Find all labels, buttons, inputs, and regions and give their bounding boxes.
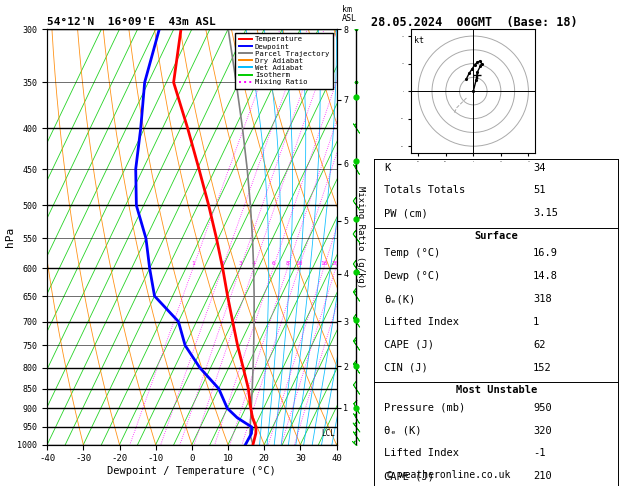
Text: 4: 4 — [252, 261, 255, 266]
Text: 6: 6 — [271, 261, 275, 266]
Text: 3: 3 — [238, 261, 242, 266]
Text: Pressure (mb): Pressure (mb) — [384, 403, 465, 413]
Text: Lifted Index: Lifted Index — [384, 449, 459, 458]
Text: θₑ (K): θₑ (K) — [384, 426, 421, 435]
Text: 3.15: 3.15 — [533, 208, 558, 218]
Y-axis label: hPa: hPa — [4, 227, 14, 247]
Text: 2: 2 — [220, 261, 224, 266]
Text: 62: 62 — [533, 340, 545, 350]
Y-axis label: Mixing Ratio (g/kg): Mixing Ratio (g/kg) — [356, 186, 365, 288]
Text: LCL: LCL — [321, 429, 335, 438]
Text: Dewp (°C): Dewp (°C) — [384, 271, 440, 281]
Text: Totals Totals: Totals Totals — [384, 185, 465, 195]
Text: km
ASL: km ASL — [342, 5, 357, 23]
Text: 1: 1 — [533, 317, 539, 327]
Text: PW (cm): PW (cm) — [384, 208, 428, 218]
Text: 152: 152 — [533, 363, 552, 373]
Text: CAPE (J): CAPE (J) — [384, 340, 434, 350]
Text: 210: 210 — [533, 471, 552, 481]
Text: 16: 16 — [320, 261, 327, 266]
Text: 51: 51 — [533, 185, 545, 195]
Text: CIN (J): CIN (J) — [384, 363, 428, 373]
Text: K: K — [384, 163, 390, 173]
X-axis label: Dewpoint / Temperature (°C): Dewpoint / Temperature (°C) — [108, 466, 276, 476]
Text: -1: -1 — [533, 449, 545, 458]
Text: 1: 1 — [191, 261, 195, 266]
Text: Most Unstable: Most Unstable — [455, 385, 537, 395]
Text: 950: 950 — [533, 403, 552, 413]
Text: © weatheronline.co.uk: © weatheronline.co.uk — [387, 470, 510, 480]
Text: 8: 8 — [286, 261, 289, 266]
Text: 16.9: 16.9 — [533, 248, 558, 259]
Text: 20: 20 — [332, 261, 340, 266]
Text: 28.05.2024  00GMT  (Base: 18): 28.05.2024 00GMT (Base: 18) — [371, 16, 577, 29]
Text: 10: 10 — [295, 261, 303, 266]
Text: kt: kt — [414, 36, 424, 45]
Text: Lifted Index: Lifted Index — [384, 317, 459, 327]
Text: CAPE (J): CAPE (J) — [384, 471, 434, 481]
Text: 14.8: 14.8 — [533, 271, 558, 281]
Text: 54°12'N  16°09'E  43m ASL: 54°12'N 16°09'E 43m ASL — [47, 17, 216, 27]
Text: θₑ(K): θₑ(K) — [384, 294, 415, 304]
Text: Temp (°C): Temp (°C) — [384, 248, 440, 259]
Text: 318: 318 — [533, 294, 552, 304]
Text: Surface: Surface — [474, 231, 518, 241]
Legend: Temperature, Dewpoint, Parcel Trajectory, Dry Adiabat, Wet Adiabat, Isotherm, Mi: Temperature, Dewpoint, Parcel Trajectory… — [235, 33, 333, 89]
Text: 320: 320 — [533, 426, 552, 435]
Text: 34: 34 — [533, 163, 545, 173]
